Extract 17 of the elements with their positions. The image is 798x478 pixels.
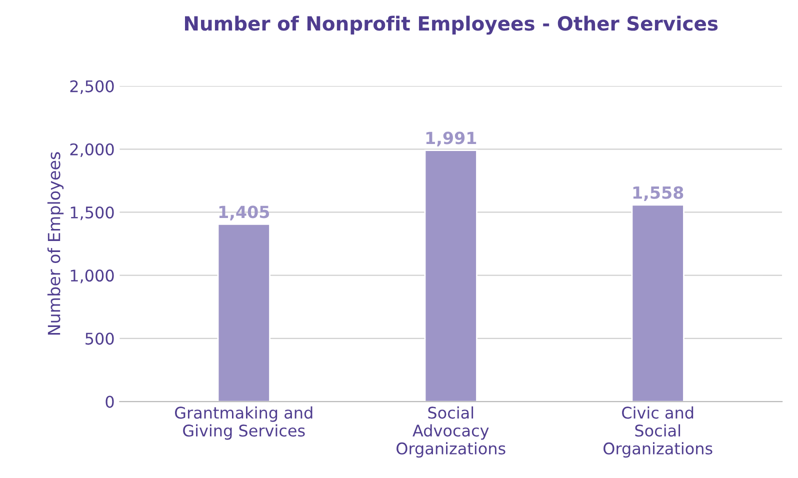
y-tick-label: 2,000 (70, 143, 114, 158)
y-tick-label: 0 (106, 396, 114, 408)
y-tick-label: 2,500 (70, 80, 114, 94)
bar (631, 204, 684, 402)
y-tick-label: 500 (86, 332, 114, 345)
data-label: 1,405 (219, 206, 270, 220)
x-tick-label: Civic and Social Organizations (604, 406, 712, 458)
x-tick-label: Grantmaking and Giving Services (175, 406, 312, 440)
y-tick-label: 1,500 (70, 206, 114, 220)
bar (424, 150, 478, 402)
x-tick-label: Social Advocacy Organizations (396, 406, 506, 458)
data-label: 1,991 (426, 132, 476, 146)
chart-title: Number of Nonprofit Employees - Other Services (185, 16, 718, 35)
data-label: 1,558 (633, 186, 684, 202)
y-tick-label: 1,000 (70, 270, 114, 284)
bar (217, 224, 270, 402)
y-axis-title: Number of Employees (47, 152, 64, 335)
